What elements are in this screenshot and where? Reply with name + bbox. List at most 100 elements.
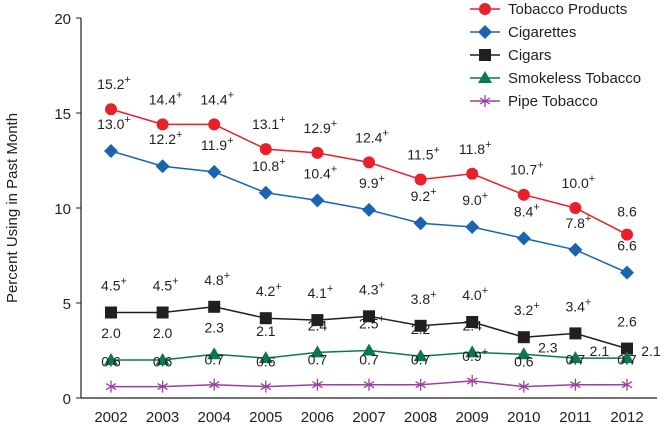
data-label: 2.1	[641, 343, 661, 359]
data-label: 2.0	[153, 325, 173, 341]
data-point	[414, 173, 427, 186]
x-tick-label: 2005	[249, 409, 282, 426]
legend-label: Tobacco Products	[508, 1, 627, 18]
data-point	[621, 342, 633, 355]
data-point	[310, 193, 325, 208]
data-point	[207, 347, 222, 360]
data-label: 0.7	[204, 352, 224, 368]
data-point	[621, 228, 633, 241]
data-label: 11.8+	[459, 139, 492, 157]
data-point	[363, 378, 375, 391]
data-point	[311, 146, 324, 159]
data-point	[413, 349, 428, 362]
data-label: 3.4+	[565, 296, 591, 314]
data-label: 0.7	[566, 352, 586, 368]
data-label: 11.9+	[201, 135, 234, 153]
data-label: 2.3	[204, 319, 224, 335]
data-label: 0.6	[256, 354, 276, 370]
data-label: 0.7	[359, 352, 379, 368]
data-label: 2.2	[411, 321, 431, 337]
data-label: 4.3+	[359, 279, 385, 297]
data-point	[415, 378, 426, 391]
legend-marker	[479, 49, 491, 61]
data-label: 0.6	[101, 354, 121, 370]
data-point	[517, 188, 530, 201]
x-tick-label: 2009	[456, 409, 489, 426]
data-point	[621, 378, 633, 391]
data-label: 2.3	[538, 339, 558, 355]
data-label: 4.8+	[204, 270, 230, 288]
data-point	[259, 312, 272, 325]
data-point	[363, 310, 375, 323]
legend-label: Cigarettes	[508, 24, 576, 41]
data-label: 14.4+	[200, 89, 234, 107]
data-label: 3.2+	[514, 300, 540, 318]
data-label: 2.6	[617, 314, 637, 330]
data-label: 7.8+	[565, 213, 591, 231]
data-label: 4.0+	[462, 285, 488, 303]
data-label: 9.9+	[359, 173, 385, 191]
data-point	[311, 314, 324, 327]
data-point	[363, 156, 375, 169]
x-tick-label: 2012	[610, 409, 643, 426]
data-point	[516, 231, 531, 246]
data-point	[207, 164, 222, 179]
data-label: 3.8+	[411, 289, 437, 307]
data-point	[569, 202, 582, 214]
data-point	[105, 103, 117, 116]
data-label: 12.2+	[149, 129, 183, 147]
data-point	[466, 374, 478, 387]
data-label: 4.1+	[307, 283, 333, 301]
data-point	[104, 353, 118, 365]
legend-label: Smokeless Tobacco	[508, 70, 641, 87]
legend-marker	[479, 3, 491, 15]
data-label: 2.1	[590, 343, 610, 359]
data-label: 2.5+	[359, 314, 385, 332]
data-point	[568, 351, 583, 364]
data-label: 2.1	[256, 323, 276, 339]
data-point	[208, 378, 220, 391]
legend-marker	[478, 25, 492, 39]
data-label: 8.6	[617, 204, 637, 220]
data-point	[208, 118, 221, 131]
data-label: 0.6	[514, 354, 534, 370]
data-label: 0.9+	[462, 346, 488, 364]
data-point	[413, 216, 428, 231]
data-point	[104, 144, 118, 158]
data-label: 14.4+	[149, 89, 183, 107]
data-point	[466, 316, 479, 328]
data-label: 13.1+	[252, 114, 286, 132]
data-label: 2.4	[308, 317, 328, 333]
x-tick-label: 2004	[198, 409, 231, 426]
y-tick-label: 0	[63, 391, 71, 408]
data-point	[259, 143, 272, 156]
data-point	[208, 300, 221, 313]
data-point	[362, 202, 376, 217]
y-tick-label: 15	[54, 106, 71, 123]
data-label: 15.2+	[97, 74, 131, 92]
data-label: 0.7	[617, 352, 637, 368]
data-label: 10.8+	[252, 156, 286, 174]
x-tick-label: 2008	[404, 409, 437, 426]
data-label: 0.6	[153, 354, 173, 370]
data-point	[258, 185, 273, 200]
x-tick-label: 2006	[301, 409, 334, 426]
y-tick-label: 10	[54, 201, 71, 218]
data-point	[312, 378, 323, 391]
data-point	[156, 306, 169, 319]
x-tick-label: 2003	[146, 409, 179, 426]
data-label: 9.2+	[411, 186, 437, 204]
data-label: 2.4	[462, 317, 482, 333]
data-label: 13.0+	[97, 114, 131, 132]
data-point	[155, 353, 170, 365]
data-point	[620, 351, 634, 364]
data-label: 9.0+	[462, 190, 488, 208]
x-tick-label: 2010	[507, 409, 540, 426]
data-label: 11.5+	[407, 145, 440, 163]
data-point	[156, 118, 169, 131]
data-point	[465, 220, 480, 234]
data-label: 10.0+	[562, 173, 596, 191]
data-point	[260, 380, 272, 393]
